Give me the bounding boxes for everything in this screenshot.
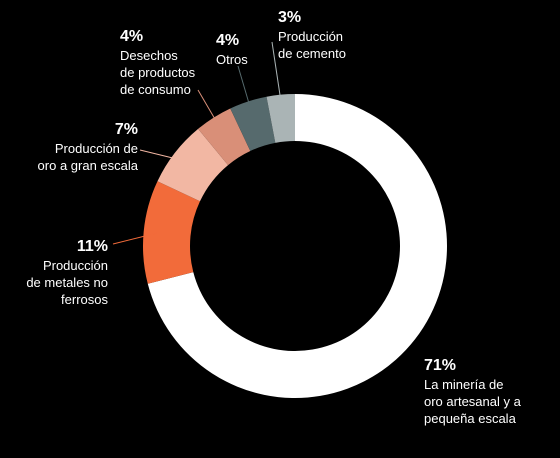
label-desechos-consumo: 4% Desechos de productos de consumo xyxy=(120,27,195,98)
label-mineria-artesanal-percent: 71% xyxy=(424,357,457,374)
label-cemento-text: Producción de cemento xyxy=(278,29,346,61)
label-oro-gran-escala: 7% Producción de oro a gran escala xyxy=(0,120,138,174)
label-otros-text: Otros xyxy=(216,52,248,67)
label-oro-gran-escala-percent: 7% xyxy=(114,121,138,138)
label-cemento: 3% Producción de cemento xyxy=(278,8,346,62)
label-metales-no-ferrosos-percent: 11% xyxy=(76,238,108,255)
label-otros-percent: 4% xyxy=(216,32,240,49)
slice-metales-no-ferrosos xyxy=(143,181,200,284)
label-oro-gran-escala-text: Producción de oro a gran escala xyxy=(37,141,138,173)
label-desechos-consumo-text: Desechos de productos de consumo xyxy=(120,48,196,97)
leader-desechos-consumo xyxy=(197,89,222,130)
slice-oro-gran-escala xyxy=(157,128,229,202)
label-desechos-consumo-percent: 4% xyxy=(120,28,144,45)
slice-cemento xyxy=(266,94,295,143)
leader-metales-no-ferrosos xyxy=(112,232,158,245)
label-otros: 4% Otros xyxy=(216,31,248,68)
label-mineria-artesanal-text: La minería de oro artesanal y a pequeña … xyxy=(424,377,521,426)
leader-cemento xyxy=(271,41,283,109)
leader-mineria-artesanal xyxy=(404,327,421,332)
leader-otros xyxy=(237,65,253,115)
label-mineria-artesanal: 71% La minería de oro artesanal y a pequ… xyxy=(424,356,521,427)
label-metales-no-ferrosos-text: Producción de metales no ferrosos xyxy=(26,258,108,307)
leader-oro-gran-escala xyxy=(139,149,186,162)
slice-desechos-consumo xyxy=(198,108,251,166)
label-metales-no-ferrosos: 11% Producción de metales no ferrosos xyxy=(0,237,108,308)
slice-mineria-artesanal xyxy=(147,94,447,398)
label-cemento-percent: 3% xyxy=(278,9,302,26)
slice-otros xyxy=(230,96,276,151)
